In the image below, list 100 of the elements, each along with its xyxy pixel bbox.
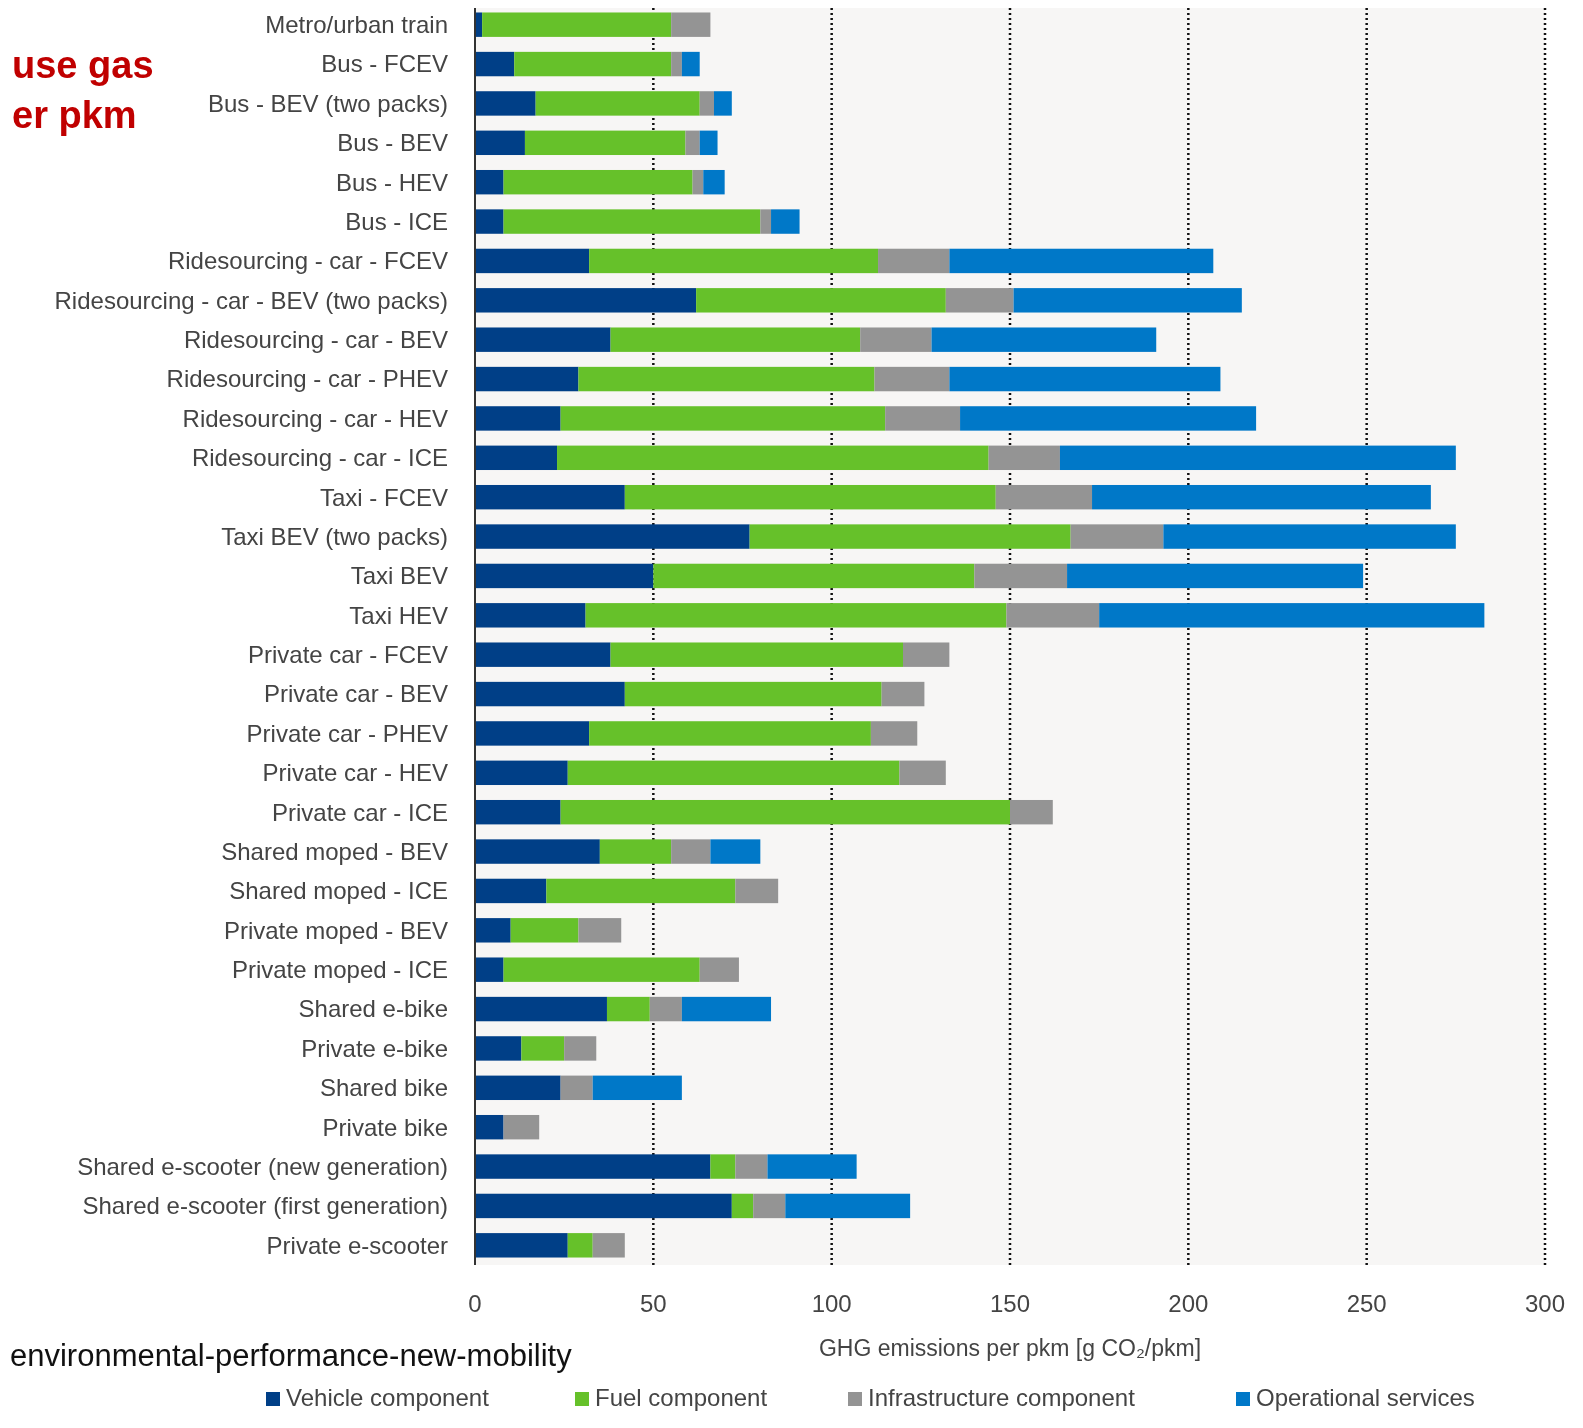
bar (560, 406, 886, 431)
bar (475, 681, 625, 707)
y-tick-label: Ridesourcing - car - HEV (182, 404, 448, 432)
bar (475, 524, 750, 549)
bar (753, 1193, 786, 1219)
bar (567, 760, 900, 786)
bar (1059, 445, 1456, 471)
bar (475, 248, 590, 274)
bar (475, 603, 586, 628)
bar (557, 445, 989, 471)
bar (760, 209, 772, 234)
x-tick-label: 300 (1524, 1290, 1566, 1317)
bar (503, 169, 693, 195)
bar (681, 996, 772, 1022)
y-tick-label: Shared e-scooter (new generation) (77, 1152, 448, 1180)
bar (995, 484, 1093, 510)
bar (546, 878, 736, 904)
bar (475, 1193, 732, 1219)
bar (475, 406, 561, 431)
bar (475, 839, 600, 864)
bar (475, 799, 561, 825)
bar (578, 366, 875, 392)
bar (713, 91, 732, 116)
bar (475, 918, 511, 943)
bar (503, 209, 761, 234)
x-tick-label: 250 (1346, 1290, 1387, 1317)
y-tick-label: Shared e-bike (298, 995, 448, 1023)
bar (860, 327, 932, 352)
bar (475, 366, 579, 392)
x-axis-title: GHG emissions per pkm [g CO₂/pkm] (818, 1335, 1202, 1361)
bar (903, 642, 950, 667)
bar (482, 12, 672, 37)
y-tick-label: Private car - ICE (271, 798, 448, 826)
bar (521, 1036, 565, 1061)
bar (696, 288, 946, 313)
bar (610, 642, 903, 667)
bar (671, 12, 711, 37)
bar (931, 327, 1157, 352)
bar (564, 1036, 597, 1061)
y-tick-label: Private car - HEV (262, 759, 448, 787)
bar (578, 918, 622, 943)
bar (475, 327, 611, 352)
bar (475, 642, 611, 667)
y-tick-label: Taxi HEV (349, 601, 448, 629)
y-tick-label: Private moped - ICE (231, 956, 448, 984)
bar (560, 799, 1010, 825)
y-tick-label: Private car - FCEV (247, 641, 448, 669)
text: environmental-performance-new-mobility (10, 1338, 573, 1373)
bar (1099, 603, 1485, 628)
bar (735, 878, 779, 904)
bar (885, 406, 961, 431)
bar (560, 1075, 593, 1101)
bar (874, 366, 950, 392)
bar (475, 760, 568, 786)
bar (699, 957, 739, 982)
bar (710, 1154, 736, 1179)
bar (475, 957, 504, 982)
y-tick-label: Bus - BEV (337, 129, 448, 157)
bar (1092, 484, 1431, 510)
bar (475, 209, 504, 234)
bar (671, 839, 711, 864)
bar (653, 563, 975, 589)
y-tick-label: Bus - BEV (two packs) (207, 89, 448, 117)
y-tick-label: Shared e-scooter (first generation) (82, 1192, 448, 1220)
bar (870, 721, 918, 746)
bar (988, 445, 1060, 471)
bar (514, 51, 672, 77)
bar (749, 524, 1071, 549)
bar (771, 209, 800, 234)
y-tick-label: Ridesourcing - car - FCEV (167, 247, 448, 275)
bar (960, 406, 1257, 431)
bar (475, 91, 536, 116)
bar (703, 169, 725, 195)
bar (503, 957, 700, 982)
legend-label: Infrastructure component (868, 1384, 1136, 1411)
bar (974, 563, 1068, 589)
y-tick-label: Shared moped - BEV (221, 837, 448, 865)
bar (475, 1114, 504, 1140)
bar (606, 996, 650, 1022)
y-tick-label: Private bike (322, 1113, 448, 1141)
bar (524, 130, 686, 156)
bar (535, 91, 700, 116)
bar (599, 839, 672, 864)
bar (735, 1154, 768, 1179)
bar (592, 1233, 625, 1258)
text: use gas er pkm (12, 44, 154, 136)
bar (731, 1193, 754, 1219)
bar (475, 996, 607, 1022)
bar (1013, 288, 1242, 313)
y-tick-label: Private e-bike (301, 1034, 448, 1062)
bar (510, 918, 579, 943)
bar (1070, 524, 1164, 549)
bar (475, 169, 504, 195)
bar (692, 169, 704, 195)
x-tick-label: 0 (468, 1290, 482, 1317)
bar (475, 445, 558, 471)
legend-label: Fuel component (595, 1384, 768, 1411)
bar (475, 1036, 522, 1061)
bar (1010, 799, 1053, 825)
y-tick-label: Private moped - BEV (223, 916, 448, 944)
